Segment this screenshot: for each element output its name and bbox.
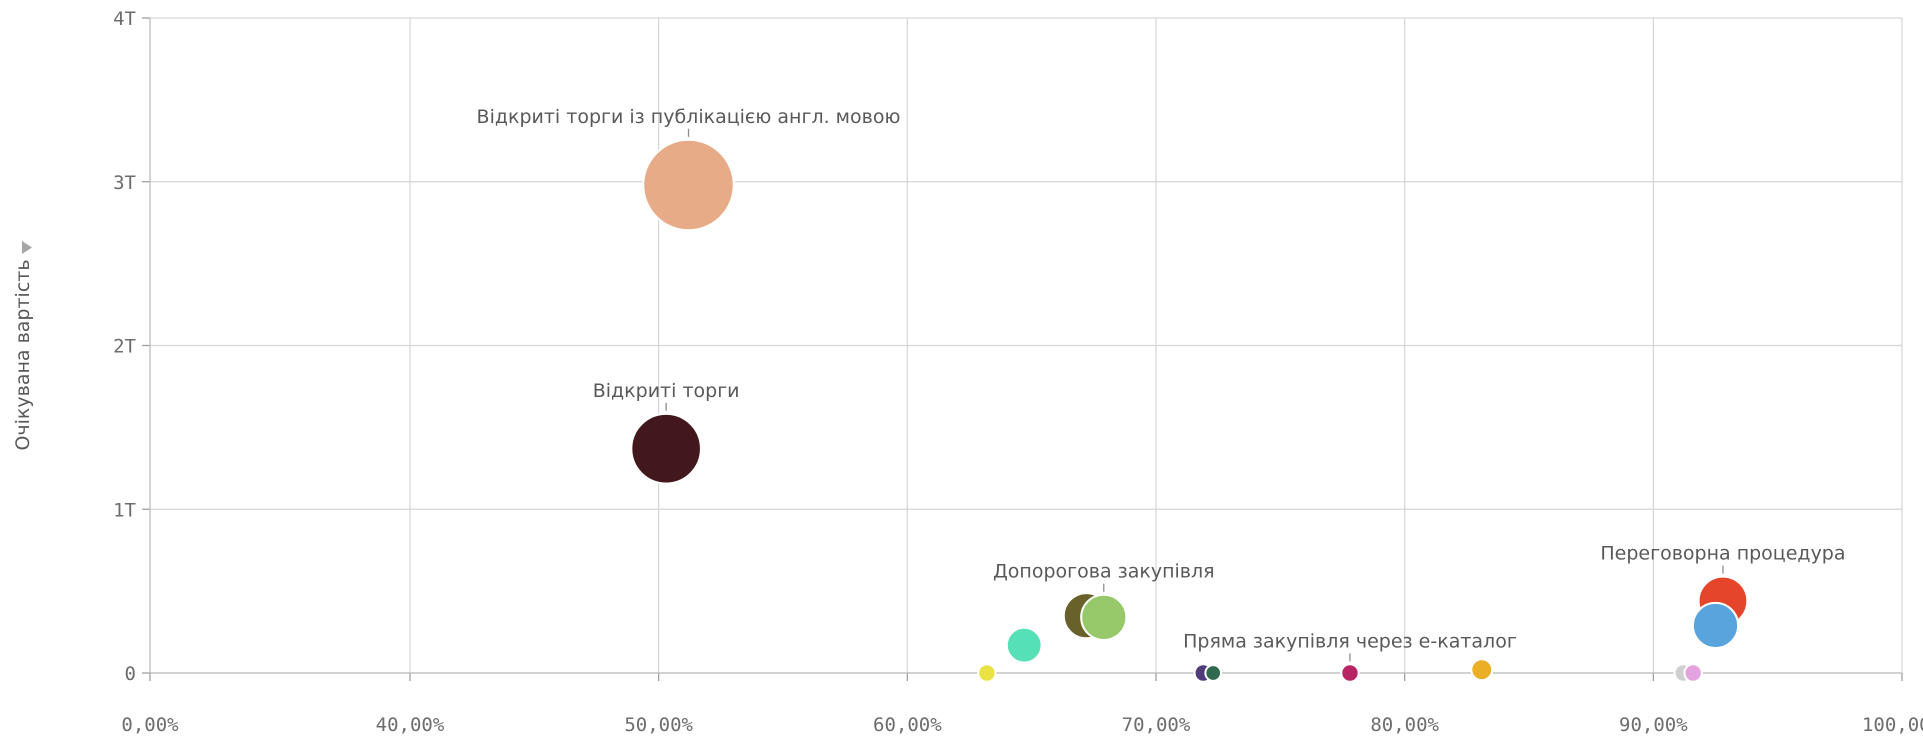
bubble-point[interactable]: [1005, 626, 1043, 664]
bubbles: [630, 138, 1749, 683]
axes: 0,00% 40,00% 50,00% 60,00% 70,00% 80,00% 90,00…: [113, 8, 1923, 736]
bubble-data-label: Переговорна процедура: [1600, 543, 1845, 565]
expand-arrow-icon[interactable]: [22, 241, 32, 254]
bubble-point[interactable]: [1683, 663, 1703, 683]
bubble-point[interactable]: [1470, 658, 1494, 682]
bubble-point[interactable]: [1080, 593, 1128, 641]
y-axis-title-group[interactable]: Очікувана вартість: [12, 241, 34, 451]
bubble-data-label: Пряма закупівля через е-каталог: [1183, 630, 1517, 652]
y-tick-label: 4T: [113, 8, 136, 30]
y-tick-label: 3T: [113, 172, 136, 194]
y-tick-label: 2T: [113, 336, 136, 358]
bubble-point[interactable]: [1340, 663, 1360, 683]
bubble-data-label: Відкриті торги із публікацією англ. мово…: [477, 106, 901, 128]
y-tick-label: 0: [125, 663, 136, 685]
x-tick-label: 60,00%: [873, 714, 942, 736]
bubble-point[interactable]: [630, 412, 702, 485]
x-tick-label: 50,00%: [624, 714, 693, 736]
bubble-point[interactable]: [1204, 664, 1223, 682]
bubble-point[interactable]: [977, 663, 997, 683]
x-tick-label: 100,00%: [1862, 714, 1923, 736]
y-tick-label: 1T: [113, 499, 136, 521]
x-tick-label: 40,00%: [376, 714, 445, 736]
bubble-point[interactable]: [642, 138, 735, 232]
bubble-data-label: Відкриті торги: [593, 380, 740, 402]
x-tick-label: 90,00%: [1619, 714, 1688, 736]
x-tick-label: 80,00%: [1370, 714, 1439, 736]
bubble-data-label: Допорогова закупівля: [993, 561, 1215, 583]
y-axis-title[interactable]: Очікувана вартість: [12, 259, 34, 450]
bubble-point[interactable]: [1691, 601, 1740, 650]
bubble-labels: Відкриті торги із публікацією англ. мово…: [477, 106, 1846, 662]
x-tick-label: 70,00%: [1122, 714, 1191, 736]
x-tick-label: 0,00%: [121, 714, 179, 736]
